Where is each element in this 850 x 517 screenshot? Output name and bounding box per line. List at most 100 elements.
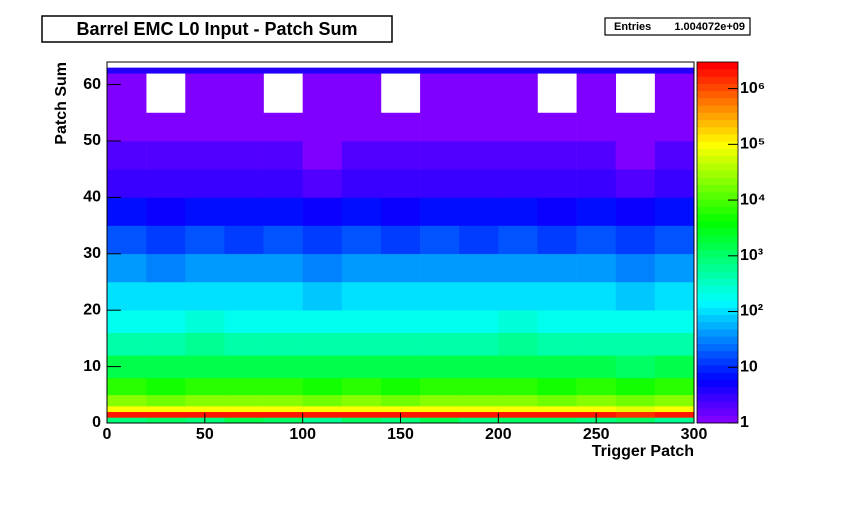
colorbar-step xyxy=(697,278,738,287)
cell xyxy=(380,253,421,283)
y-tick-label: 30 xyxy=(83,245,101,262)
cell xyxy=(459,253,499,283)
x-tick-label: 50 xyxy=(196,426,214,443)
cell xyxy=(302,67,343,74)
cell xyxy=(459,406,499,413)
cell xyxy=(263,394,303,407)
colorbar-step xyxy=(697,112,738,121)
cell xyxy=(146,332,186,356)
cell xyxy=(146,417,186,424)
chart-title: Barrel EMC L0 Input - Patch Sum xyxy=(76,19,357,39)
cell xyxy=(341,355,382,379)
z-tick-label: 10³ xyxy=(740,247,763,264)
cell xyxy=(107,169,147,198)
cell xyxy=(380,332,421,356)
cell xyxy=(498,355,538,379)
colorbar-step xyxy=(697,329,738,337)
cell xyxy=(420,411,460,418)
cell xyxy=(537,310,577,334)
cell xyxy=(420,310,460,334)
cell xyxy=(420,332,460,356)
cell xyxy=(420,197,460,226)
cell xyxy=(537,169,577,198)
cell xyxy=(498,197,538,226)
cell xyxy=(146,67,186,74)
cell xyxy=(537,411,577,418)
cell xyxy=(263,332,303,356)
cell xyxy=(654,281,695,311)
cell xyxy=(459,355,499,379)
cell xyxy=(420,140,460,170)
cell xyxy=(420,112,460,142)
x-tick-label: 300 xyxy=(681,426,708,443)
cell xyxy=(302,377,343,396)
cell xyxy=(537,253,577,283)
cell xyxy=(654,417,695,424)
colorbar-step xyxy=(697,213,738,222)
cell xyxy=(380,310,421,334)
colorbar-step xyxy=(697,249,738,258)
cell xyxy=(615,411,656,418)
cell xyxy=(185,112,225,142)
cell xyxy=(224,253,264,283)
colorbar-step xyxy=(697,199,738,207)
colorbar-step xyxy=(697,184,738,193)
cell xyxy=(302,225,343,255)
cell xyxy=(498,281,538,311)
cell xyxy=(576,253,617,283)
cell xyxy=(576,140,617,170)
colorbar-step xyxy=(697,401,738,409)
cell xyxy=(263,197,303,226)
cell xyxy=(107,73,147,114)
cell xyxy=(107,332,147,356)
cell xyxy=(615,417,656,424)
cell xyxy=(146,281,186,311)
colorbar-step xyxy=(697,242,738,251)
x-tick-label: 0 xyxy=(103,426,112,443)
cell xyxy=(654,197,695,226)
cell xyxy=(107,417,147,424)
cell xyxy=(615,225,656,255)
stats-value: 1.004072e+09 xyxy=(674,21,745,33)
cell xyxy=(302,332,343,356)
colorbar-step xyxy=(697,343,738,352)
cell xyxy=(459,67,499,74)
cell xyxy=(224,73,264,114)
cell xyxy=(341,169,382,198)
colorbar-frame xyxy=(696,61,739,424)
cell xyxy=(615,332,656,356)
cell xyxy=(263,406,303,413)
cell xyxy=(654,112,695,142)
title-box xyxy=(41,15,393,43)
colorbar-step xyxy=(697,119,738,128)
cell xyxy=(615,406,656,413)
cell xyxy=(498,310,538,334)
cell xyxy=(498,253,538,283)
colorbar-step xyxy=(697,336,738,344)
cell xyxy=(459,332,499,356)
cell xyxy=(341,67,382,74)
cell xyxy=(654,73,695,114)
colorbar-step xyxy=(697,271,738,279)
z-tick-label: 10 xyxy=(740,358,758,375)
cell xyxy=(420,73,460,114)
cell xyxy=(420,355,460,379)
cell xyxy=(615,377,656,396)
colorbar-step xyxy=(697,307,738,315)
cell xyxy=(302,140,343,170)
cell xyxy=(459,377,499,396)
colorbar-step xyxy=(697,83,738,92)
y-tick-label: 40 xyxy=(83,189,101,206)
cell xyxy=(263,310,303,334)
cell xyxy=(107,411,147,418)
colorbar-step xyxy=(697,90,738,99)
cell xyxy=(185,281,225,311)
cell xyxy=(263,417,303,424)
cell xyxy=(341,225,382,255)
cell xyxy=(341,332,382,356)
cell xyxy=(576,225,617,255)
colorbar-step xyxy=(697,155,738,164)
colorbar-step xyxy=(697,293,738,301)
cell xyxy=(224,310,264,334)
cell xyxy=(537,197,577,226)
